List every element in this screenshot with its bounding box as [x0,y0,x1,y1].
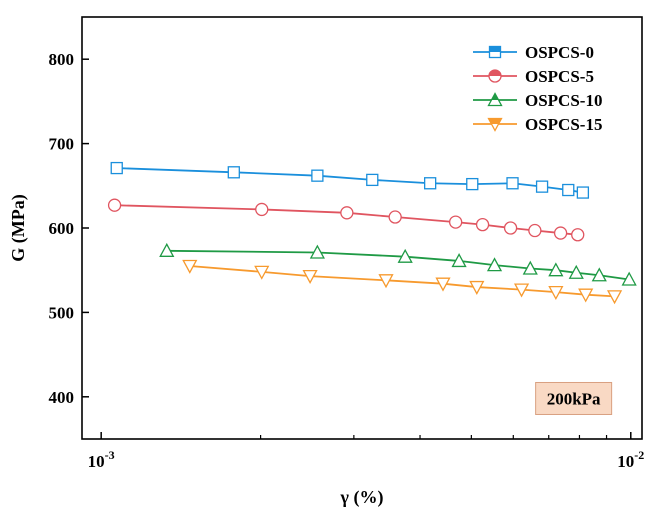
data-point [548,262,564,277]
series-line [166,249,630,281]
data-point [255,202,269,217]
legend-label: OSPCS-10 [525,91,602,110]
data-point [309,244,325,259]
series-ospcs-5 [107,198,585,242]
data-point [578,288,594,303]
series-line [114,204,578,236]
data-point [451,253,467,268]
data-point [535,180,549,193]
data-point [528,223,542,238]
y-tick-label: 600 [49,219,75,238]
y-axis-title: G (MPa) [8,194,29,261]
data-point [227,166,240,179]
data-point [107,198,122,212]
data-point [435,277,451,292]
data-point [378,274,394,289]
series-line [189,265,615,298]
data-point [182,259,198,274]
data-point [469,280,485,295]
x-axis-title: γ (%) [340,487,384,508]
data-point [571,228,585,242]
data-point [513,283,530,298]
data-point [548,285,564,301]
data-point [553,226,568,240]
series-line [116,167,584,194]
data-point [311,169,324,182]
data-point [366,173,379,187]
y-tick-label: 400 [49,388,75,407]
series-ospcs-15 [182,259,623,305]
data-point [397,248,413,263]
data-point [159,242,175,257]
y-tick-label: 500 [49,303,75,322]
annotation-label: 200kPa [547,389,601,408]
data-point [340,206,354,220]
y-tick-label: 700 [49,135,75,154]
legend: OSPCS-0 OSPCS-5 OSPCS-10 OSPCS-15 [473,43,602,134]
x-axis: 10-3 10-2 [88,432,644,471]
annotation: 200kPa [535,381,613,415]
y-axis: 400 500 600 700 800 [49,50,89,407]
annotation-box [535,381,613,415]
data-point [254,265,270,280]
data-point [388,210,402,224]
y-tick-label: 800 [49,50,75,69]
data-point [503,221,518,235]
data-point [576,186,590,199]
series-layer [107,161,637,305]
marker-fill [489,46,501,52]
data-point [591,267,607,282]
marker-fill [489,70,501,76]
data-point [522,260,538,275]
data-point [606,290,623,305]
marker-fill [491,93,499,100]
data-point [424,177,437,190]
legend-label: OSPCS-0 [525,43,594,62]
x-tick-label: 10-3 [88,448,115,471]
legend-label: OSPCS-5 [525,67,594,86]
series-ospcs-10 [159,242,637,286]
data-point [448,215,463,229]
data-point [506,177,519,190]
data-point [621,271,637,286]
data-point [302,269,318,284]
data-point [475,217,490,232]
data-point [562,183,575,197]
legend-label: OSPCS-15 [525,115,602,134]
data-point [568,264,584,279]
data-point [466,177,479,191]
data-point [486,257,503,272]
data-point [110,161,123,175]
x-tick-label: 10-2 [617,448,644,471]
marker-fill [488,118,502,124]
series-ospcs-0 [110,161,590,199]
